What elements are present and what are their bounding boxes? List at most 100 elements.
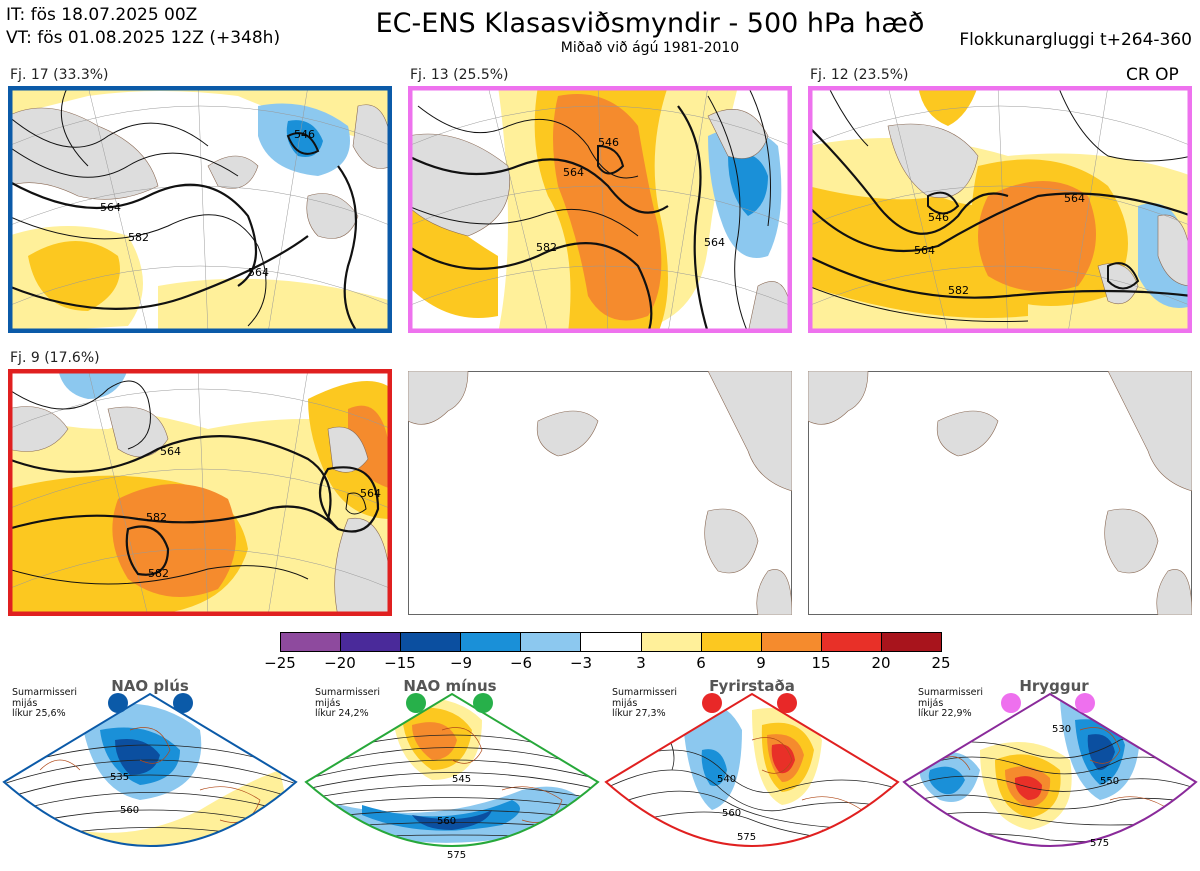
contour-label: 540 xyxy=(717,774,736,785)
map-panel-3: 546 564 582 564 xyxy=(808,86,1192,333)
colorbar-segment xyxy=(761,633,822,651)
colorbar-tick: 25 xyxy=(931,654,951,672)
panel-border xyxy=(8,369,392,616)
colorbar xyxy=(280,632,942,652)
contour-label: 575 xyxy=(1090,838,1109,849)
land-mask xyxy=(8,406,392,616)
panel-label-4: Fj. 9 (17.6%) xyxy=(10,350,100,366)
contour-label: 535 xyxy=(110,772,129,783)
regime-probability: líkur 27,3% xyxy=(612,708,666,719)
contour-label: 530 xyxy=(1052,724,1071,735)
regime-time: mijás xyxy=(12,697,38,709)
colorbar-segment xyxy=(521,633,582,651)
regime-dot xyxy=(108,693,128,713)
regime-time: mijás xyxy=(315,697,341,709)
regime-dot xyxy=(1001,693,1021,713)
contour-label: 564 xyxy=(160,445,181,458)
regime-map-nao-plus: 535 560 xyxy=(2,692,298,847)
regime-dot xyxy=(777,693,797,713)
panel-label-2: Fj. 13 (25.5%) xyxy=(410,67,509,83)
height-contours xyxy=(408,86,771,333)
contour-label: 546 xyxy=(294,128,315,141)
panel-label-3: Fj. 12 (23.5%) xyxy=(810,67,909,83)
contour-label: 582 xyxy=(536,241,557,254)
page-title: EC-ENS Klasasviðsmyndir - 500 hPa hæð xyxy=(375,8,925,39)
regime-dot xyxy=(473,693,493,713)
contour-label: 575 xyxy=(447,850,466,861)
colorbar-segment xyxy=(341,633,402,651)
initial-time: IT: fös 18.07.2025 00Z xyxy=(6,5,198,25)
height-contours xyxy=(808,86,1192,323)
regime-border xyxy=(2,692,298,847)
colorbar-tick: −3 xyxy=(569,654,593,672)
contour-label: 560 xyxy=(722,808,741,819)
regime-time: mijás xyxy=(918,697,944,709)
regime-season: Sumarmisseri xyxy=(612,687,678,698)
page-subtitle: Miðað við ágú 1981-2010 xyxy=(560,40,740,56)
contour-label: 582 xyxy=(948,284,969,297)
regime-season: Sumarmisseri xyxy=(315,687,381,698)
regime-desc-nao-plus: Sumarmisseri mijás líkur 25,6% xyxy=(12,687,78,720)
colorbar-tick: −25 xyxy=(264,654,296,672)
valid-time: VT: fös 01.08.2025 12Z (+348h) xyxy=(6,28,281,48)
regime-border xyxy=(304,692,600,847)
regime-probability: líkur 24,2% xyxy=(315,708,369,719)
regime-probability: líkur 22,9% xyxy=(918,708,972,719)
contour-label: 564 xyxy=(1064,192,1085,205)
panel-border xyxy=(808,86,1192,333)
colorbar-tick: 15 xyxy=(811,654,831,672)
colorbar-segment xyxy=(401,633,462,651)
land-mask xyxy=(808,371,1192,615)
contour-label: 582 xyxy=(128,231,149,244)
height-contours xyxy=(8,86,359,333)
colorbar-tick: −9 xyxy=(449,654,473,672)
regime-probability: líkur 25,6% xyxy=(12,708,66,719)
regime-dot xyxy=(702,693,722,713)
colorbar-segment xyxy=(821,633,882,651)
map-panel-4: 564 582 582 564 xyxy=(8,369,392,616)
contour-label: 560 xyxy=(437,816,456,827)
regime-season: Sumarmisseri xyxy=(918,687,984,698)
regime-title-blocking: Fyrirstaða xyxy=(709,677,795,695)
contour-label: 546 xyxy=(598,136,619,149)
regime-time: mijás xyxy=(612,697,638,709)
regime-map-nao-minus: 545 560 575 xyxy=(304,692,600,861)
panel-border xyxy=(408,86,792,333)
colorbar-tick: 9 xyxy=(756,654,766,672)
panel-label-1: Fj. 17 (33.3%) xyxy=(10,67,109,83)
colorbar-segment xyxy=(881,633,942,651)
colorbar-segment xyxy=(281,633,342,651)
colorbar-tick: 20 xyxy=(871,654,891,672)
colorbar-tick: −15 xyxy=(384,654,416,672)
colorbar-segment xyxy=(581,633,642,651)
colorbar-tick: −20 xyxy=(324,654,356,672)
contour-label: 564 xyxy=(563,166,584,179)
height-contours xyxy=(8,380,380,585)
colorbar-tick: 6 xyxy=(696,654,706,672)
contour-label: 546 xyxy=(928,211,949,224)
regime-border xyxy=(604,692,900,847)
contour-label: 545 xyxy=(452,774,471,785)
regime-season: Sumarmisseri xyxy=(12,687,78,698)
cr-op-label: CR OP xyxy=(1126,65,1179,85)
contour-label: 560 xyxy=(120,805,139,816)
regime-title-nao-plus: NAO plús xyxy=(111,677,189,695)
contour-label: 564 xyxy=(248,266,269,279)
contour-label: 564 xyxy=(100,201,121,214)
map-panel-5 xyxy=(408,371,792,615)
contour-label: 564 xyxy=(914,244,935,257)
contour-label: 582 xyxy=(148,567,169,580)
map-panel-6 xyxy=(808,371,1192,615)
regime-dot xyxy=(173,693,193,713)
header-info: IT: fös 18.07.2025 00Z VT: fös 01.08.202… xyxy=(6,4,280,50)
regime-desc-blocking: Sumarmisseri mijás líkur 27,3% xyxy=(612,687,678,720)
panel-border xyxy=(8,86,392,333)
colorbar-segment xyxy=(641,633,702,651)
colorbar-segment xyxy=(701,633,762,651)
regime-map-ridge: 530 550 575 xyxy=(902,692,1198,849)
contour-label: 550 xyxy=(1100,776,1119,787)
regime-dot xyxy=(1075,693,1095,713)
colorbar-tick: −6 xyxy=(509,654,533,672)
regime-desc-ridge: Sumarmisseri mijás líkur 22,9% xyxy=(918,687,984,720)
map-panel-2: 546 564 582 564 xyxy=(408,86,792,333)
